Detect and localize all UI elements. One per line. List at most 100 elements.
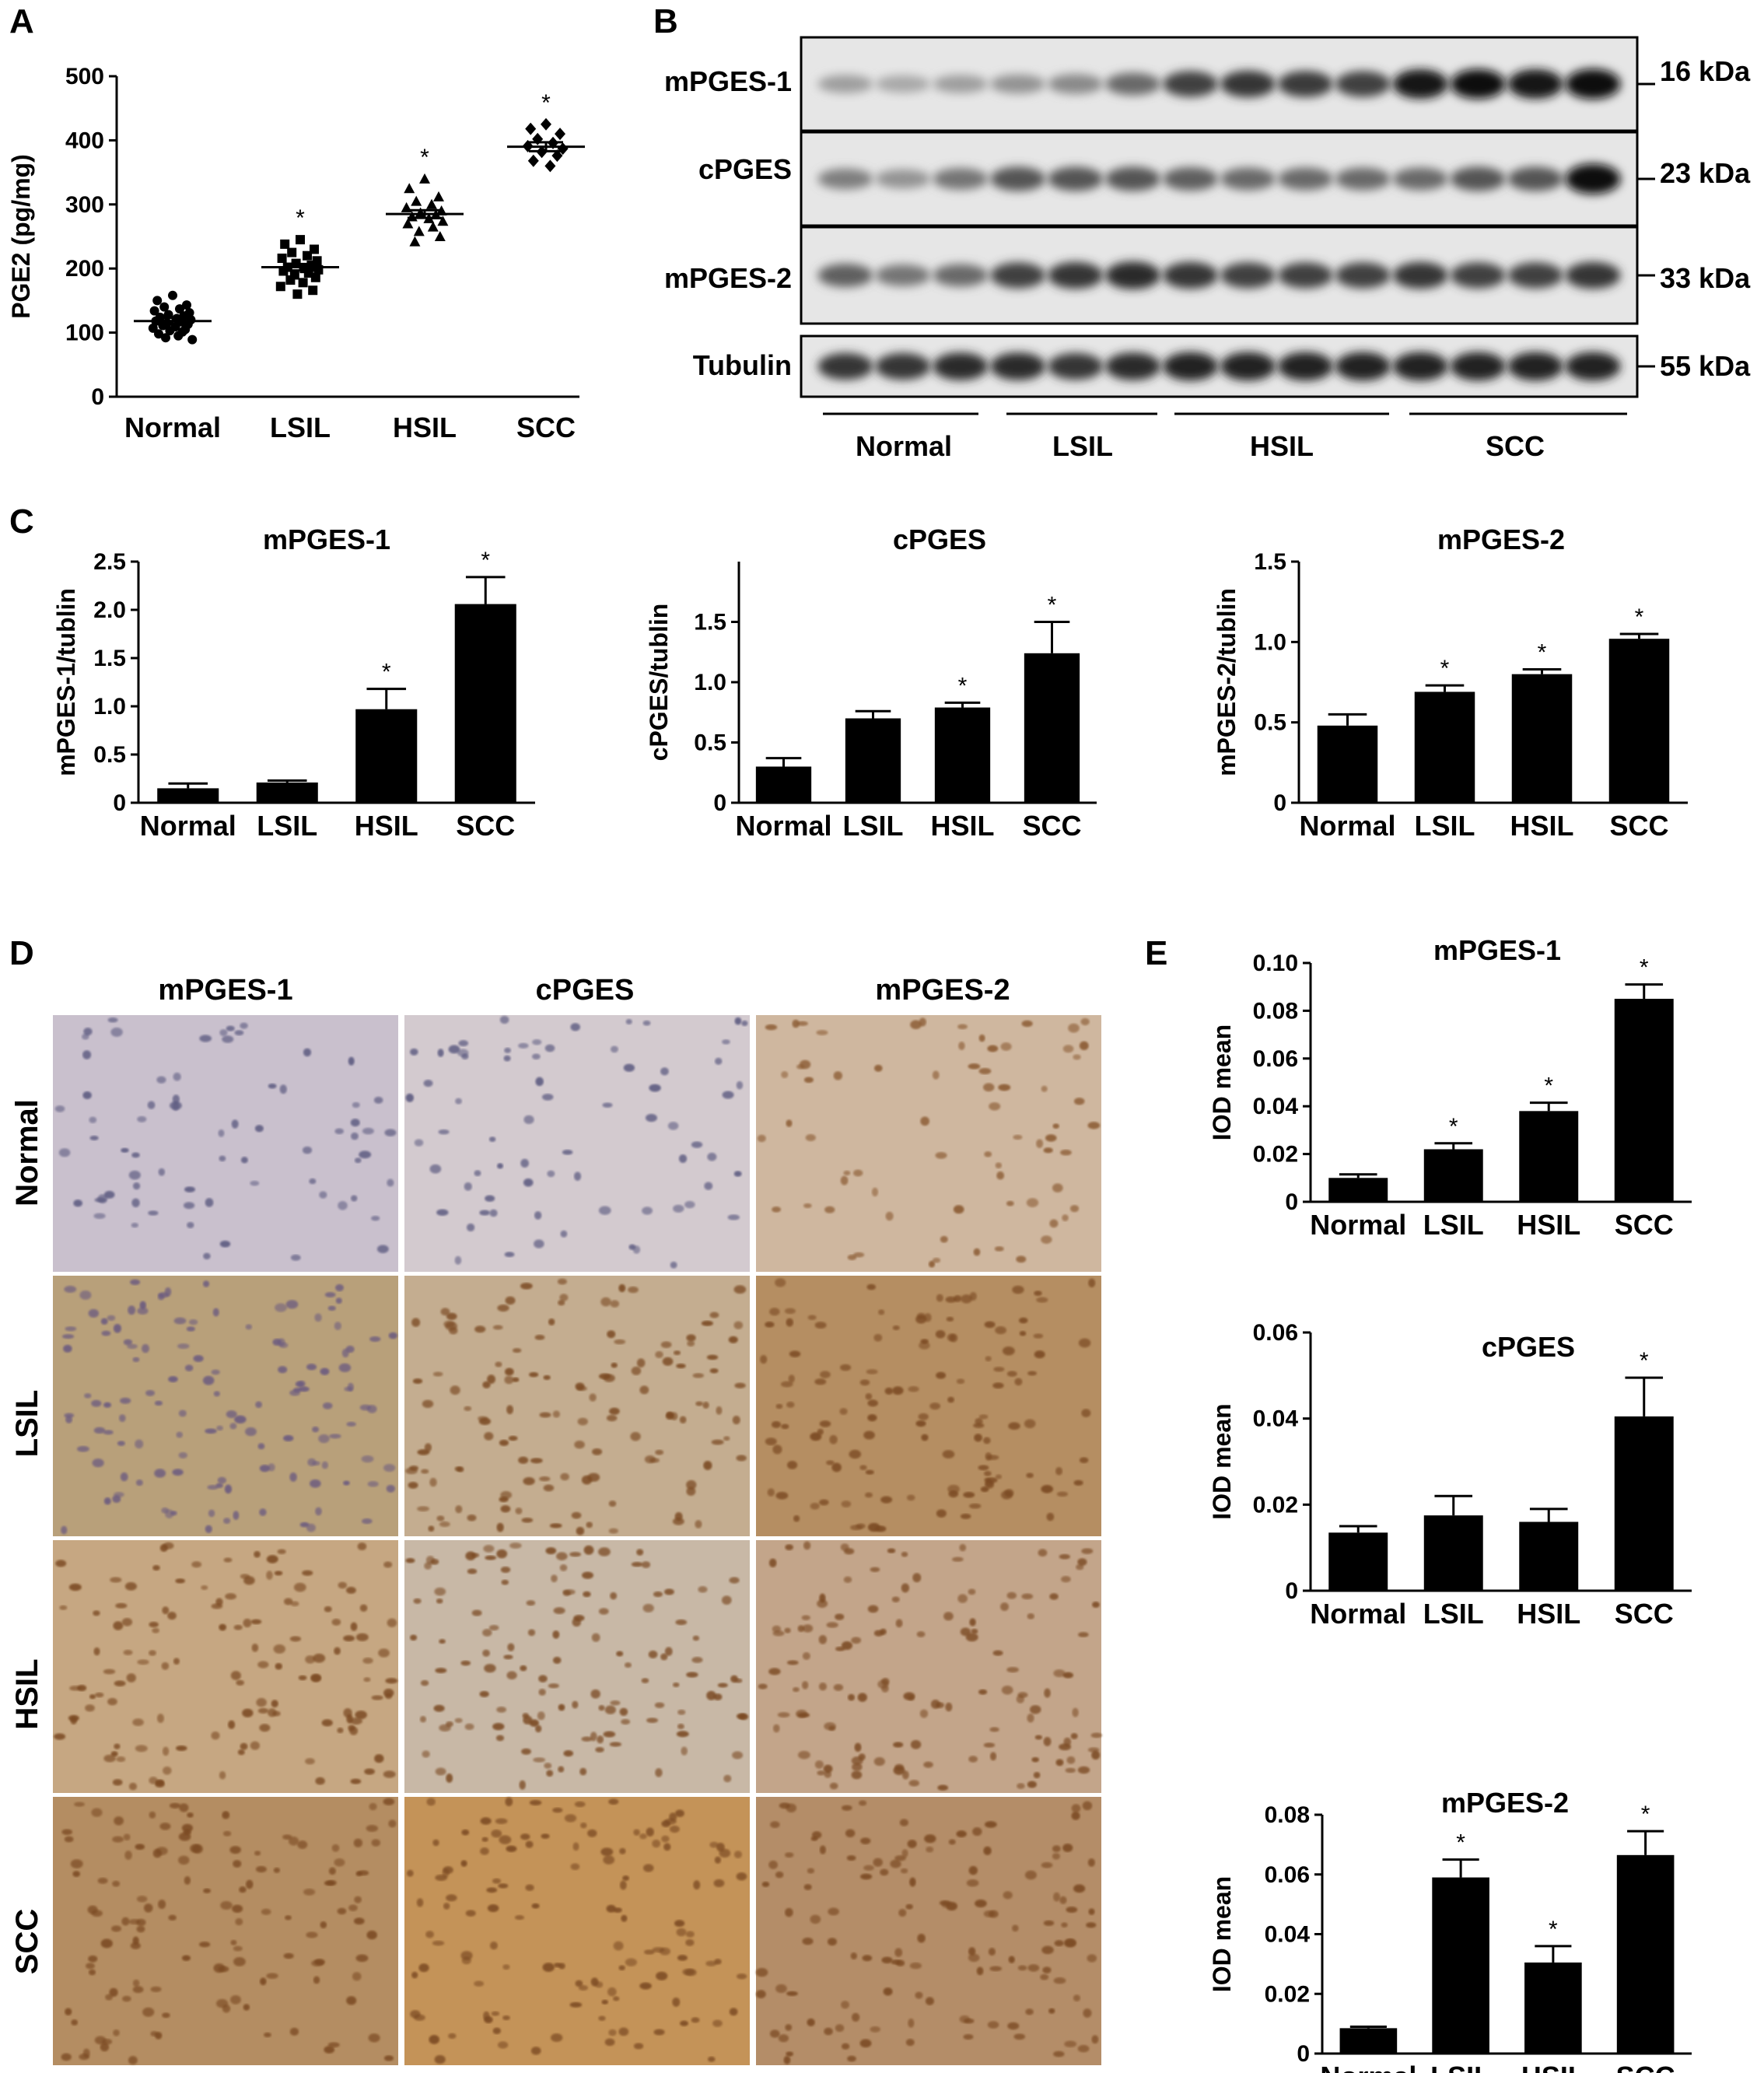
ihc-nucleus [121, 1917, 130, 1926]
ihc-nucleus [1008, 1422, 1020, 1430]
ihc-nucleus [660, 1067, 669, 1076]
ihc-nucleus [117, 1441, 125, 1446]
ihc-nucleus [785, 2024, 793, 2031]
ihc-nucleus [79, 2054, 89, 2061]
ihc-nucleus [541, 1093, 554, 1101]
ihc-nucleus [829, 1782, 838, 1790]
ihc-nucleus [947, 1396, 954, 1403]
ihc-nucleus [1043, 1147, 1053, 1154]
ihc-nucleus [430, 1559, 439, 1565]
ihc-nucleus [908, 1695, 915, 1701]
ihc-nucleus [717, 1683, 728, 1688]
ihc-nucleus [82, 1033, 89, 1040]
ihc-nucleus [448, 1045, 460, 1054]
ihc-nucleus [383, 1561, 393, 1568]
ihc-nucleus [575, 1980, 583, 1987]
ihc-nucleus [92, 1458, 104, 1468]
ihc-nucleus [558, 1300, 565, 1306]
data-point-normal [173, 331, 184, 341]
ihc-nucleus [405, 1093, 415, 1102]
significance-marker: * [1449, 1114, 1458, 1140]
ihc-nucleus [506, 1405, 514, 1415]
ihc-nucleus [120, 1472, 128, 1482]
ihc-nucleus [893, 1766, 905, 1775]
ihc-nucleus [254, 1851, 261, 1856]
ihc-nucleus [266, 1555, 278, 1564]
ihc-nucleus [959, 1543, 967, 1552]
ihc-nucleus [673, 1350, 681, 1356]
ihc-nucleus [504, 1367, 514, 1376]
data-point-scc [525, 122, 537, 135]
ihc-nucleus [68, 1714, 79, 1721]
ihc-nucleus [607, 1987, 617, 1997]
ihc-nucleus [445, 1322, 457, 1331]
ihc-nucleus [723, 1436, 730, 1441]
ihc-nucleus [318, 1434, 330, 1444]
ihc-nucleus [350, 1778, 362, 1784]
ihc-nucleus [841, 2001, 849, 2009]
ihc-nucleus [288, 1837, 299, 1846]
ihc-nucleus [411, 1318, 421, 1327]
ihc-nucleus [905, 2039, 915, 2047]
ihc-nucleus [928, 1260, 936, 1268]
ihc-nucleus [240, 1574, 250, 1579]
ihc-nucleus [807, 1315, 817, 1320]
bar-hsil [355, 709, 418, 803]
ihc-nucleus [597, 1547, 611, 1557]
ihc-nucleus [732, 1751, 744, 1760]
ihc-nucleus [454, 1466, 462, 1472]
ihc-nucleus [831, 1462, 842, 1472]
bar-hsil [934, 707, 991, 803]
ihc-nucleus [343, 1635, 355, 1642]
ihc-nucleus [770, 1821, 780, 1829]
ihc-nucleus [331, 1618, 341, 1626]
ihc-nucleus [121, 1618, 133, 1627]
ihc-nucleus [232, 1904, 243, 1913]
ihc-nucleus [446, 1312, 457, 1320]
ihc-nucleus [89, 1694, 96, 1700]
ihc-nucleus [598, 1608, 609, 1615]
ihc-nucleus [1088, 1278, 1096, 1288]
ihc-nucleus [722, 1039, 730, 1045]
ihc-nucleus [388, 1819, 397, 1828]
wb-row-label-mpges1: mPGES-1 [664, 65, 792, 97]
ihc-nucleus [860, 1873, 873, 1880]
ihc-nucleus [167, 1612, 177, 1620]
ihc-nucleus [785, 1544, 794, 1551]
ihc-nucleus [1070, 1733, 1078, 1739]
x-category-label: LSIL [257, 810, 317, 842]
ihc-nucleus [216, 1425, 223, 1431]
ihc-nucleus [501, 1579, 509, 1585]
y-axis-label: PGE2 (pg/mg) [7, 154, 35, 319]
ihc-nucleus [817, 1599, 828, 1608]
ihc-nucleus [132, 1979, 140, 1987]
ihc-nucleus [820, 1371, 831, 1378]
ihc-nucleus [609, 1742, 621, 1747]
ihc-nucleus [957, 1024, 968, 1030]
significance-marker: * [1640, 955, 1649, 981]
ihc-nucleus [824, 1206, 835, 1213]
ihc-nucleus [541, 1833, 550, 1839]
ihc-nucleus [534, 1211, 542, 1220]
ihc-nucleus [818, 1634, 828, 1644]
ihc-nucleus [65, 2008, 72, 2016]
ihc-nucleus [350, 1622, 358, 1631]
ihc-nucleus [758, 1683, 768, 1690]
data-point-scc [527, 154, 539, 167]
ihc-nucleus [205, 1428, 217, 1434]
ihc-nucleus [662, 1357, 674, 1366]
ihc-nucleus [569, 2001, 583, 2008]
ihc-nucleus [251, 1643, 259, 1652]
ihc-nucleus [919, 1709, 929, 1718]
ihc-nucleus [219, 1029, 228, 1037]
ihc-nucleus [417, 1506, 430, 1512]
ihc-nucleus [709, 1368, 719, 1374]
ihc-nucleus [589, 1393, 597, 1402]
ihc-nucleus [716, 1406, 723, 1415]
ihc-nucleus [996, 1171, 1005, 1180]
ihc-nucleus [660, 1653, 668, 1661]
ihc-nucleus [680, 2020, 689, 2026]
ihc-nucleus [641, 1678, 649, 1683]
ihc-nucleus [337, 1907, 347, 1915]
ihc-nucleus [421, 1469, 429, 1474]
